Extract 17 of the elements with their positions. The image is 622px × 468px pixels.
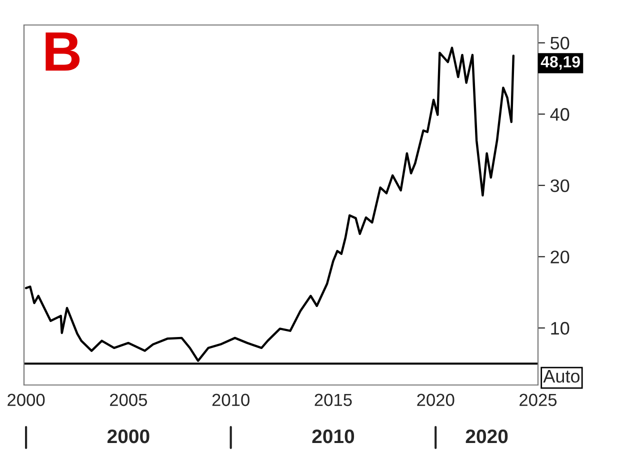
y-tick-label: 50 bbox=[550, 36, 570, 50]
x-tick-label: 2010 bbox=[212, 394, 250, 406]
y-tick-label: 20 bbox=[550, 250, 570, 264]
text: 2000 bbox=[107, 429, 150, 444]
y-tick-label: 30 bbox=[550, 179, 570, 192]
x-tick-label: 2000 bbox=[8, 394, 45, 406]
x-tick-label: 2025 bbox=[520, 394, 557, 406]
text: 48,19 bbox=[540, 56, 580, 70]
y-tick-label: 10 bbox=[551, 322, 570, 335]
x-tick-label: 2020 bbox=[417, 394, 454, 406]
text: 2020 bbox=[466, 429, 508, 444]
text: 2010 bbox=[312, 429, 354, 444]
x-tick-label: 2015 bbox=[314, 394, 352, 406]
text: Auto bbox=[543, 370, 580, 383]
y-tick-label: 40 bbox=[550, 108, 570, 121]
x-tick-label: 2005 bbox=[110, 394, 148, 406]
annotation: B bbox=[46, 32, 80, 71]
